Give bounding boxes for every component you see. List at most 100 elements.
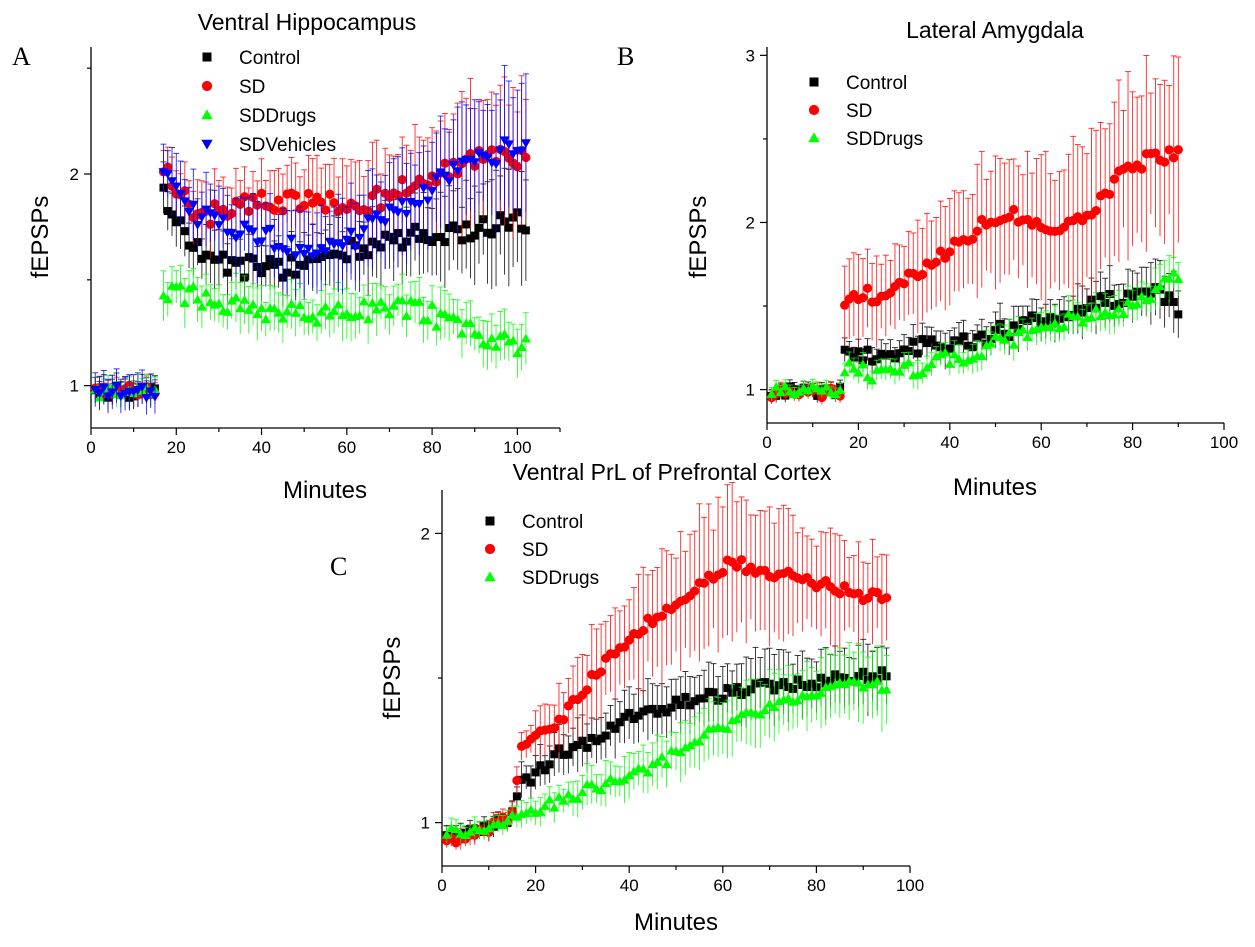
panel-a-data-point [294, 300, 305, 310]
panel-b-data-point [968, 234, 978, 244]
panel-b-data-point [927, 335, 936, 344]
panel-a-data-point [137, 383, 148, 392]
panel-b-data-point [844, 357, 855, 367]
panel-a-data-point [325, 189, 335, 199]
panel-a-data-point [107, 388, 118, 398]
panel-a-data-point [486, 333, 497, 343]
panel-a-data-point [247, 227, 259, 237]
panel-b-data-point [903, 357, 914, 367]
panel-b-data-point [894, 366, 905, 376]
panel-c-data-point [596, 785, 607, 795]
panel-b-data-point [1160, 297, 1169, 306]
panel-c-data-point [811, 690, 822, 700]
panel-c-data-point [662, 708, 671, 717]
panel-a-data-point [520, 333, 531, 343]
panel-b-x-tick-label: 40 [940, 433, 959, 452]
panel-c-legend-label: SDDrugs [522, 568, 599, 589]
panel-a-data-point [465, 155, 476, 165]
panel-c-data-point [736, 555, 747, 565]
panel-a-data-point [184, 208, 195, 217]
panel-a-data-point [354, 310, 365, 320]
panel-a-data-point [341, 308, 352, 318]
panel-c-data-point [545, 760, 554, 769]
panel-c-data-point [483, 823, 494, 833]
panel-a-data-point [188, 281, 199, 291]
panel-b-data-point [1164, 145, 1174, 155]
panel-c-data-point [656, 751, 667, 761]
panel-c-data-point [863, 593, 873, 603]
panel-a-data-point [256, 303, 267, 313]
panel-a-data-point [328, 306, 340, 315]
panel-c-data-point [675, 747, 686, 757]
panel-b-data-point [1096, 292, 1105, 301]
panel-c-data-point [512, 775, 522, 786]
panel-a-data-point [516, 146, 527, 156]
panel-b-data-point [972, 226, 982, 236]
panel-b-y-tick-label: 1 [746, 381, 755, 400]
panel-a-data-point [243, 305, 254, 314]
panel-c-data-point [657, 704, 666, 713]
panel-a-data-point [172, 218, 181, 227]
panel-b-x-tick-label: 60 [1032, 433, 1051, 452]
panel-a-data-point [367, 215, 378, 224]
panel-a-data-point [520, 139, 531, 149]
panel-b-data-point [1077, 317, 1088, 327]
panel-c-x-tick-label: 80 [807, 876, 826, 895]
panel-c-data-point [572, 794, 583, 803]
panel-b-data-point [1168, 267, 1179, 277]
panel-a-data-point [320, 247, 331, 257]
panel-c-data-point [853, 588, 864, 598]
panel-c-data-point [539, 801, 550, 810]
panel-b-data-point [1159, 157, 1170, 167]
panel-b-letter: B [617, 42, 634, 71]
panel-a-data-point [291, 190, 301, 201]
panel-b-legend-marker [809, 77, 819, 87]
panel-a-data-point [171, 182, 182, 192]
panel-a-data-point [375, 296, 386, 306]
panel-a-data-point [202, 250, 211, 259]
panel-a-legend-label: Control [239, 48, 300, 69]
panel-a-data-point [197, 254, 206, 263]
panel-c-data-point [699, 729, 710, 739]
panel-c-data-point [512, 792, 521, 801]
panel-a-data-point [367, 297, 378, 307]
panel-c-data-point [783, 693, 794, 703]
panel-a-data-point [320, 205, 331, 215]
panel-a-data-point [363, 314, 374, 324]
panel-a-data-point [456, 328, 467, 338]
panel-b-data-point [895, 349, 904, 358]
panel-a-legend-marker [201, 139, 213, 150]
panel-c-legend-marker [484, 571, 496, 582]
panel-a-data-point [499, 329, 510, 339]
panel-c-data-point [755, 709, 766, 719]
panel-a-data-point [209, 211, 220, 221]
panel-b-data-point [976, 351, 987, 361]
panel-a-data-point [192, 294, 203, 304]
panel-b-data-point [1154, 281, 1166, 290]
panel-a-data-point [179, 197, 190, 207]
panel-b-chart: Lateral Amygdala B 0 20 40 60 80 100 1 2 3 Minutes f… [617, 17, 1238, 501]
panel-b-series-sd [766, 55, 1183, 405]
panel-b-data-point [1072, 311, 1083, 321]
panel-a-data-point [324, 237, 335, 247]
panel-b-data-point [780, 381, 791, 391]
panel-c-data-point [680, 742, 691, 752]
panel-c-data-point [536, 761, 545, 770]
panel-a-data-point [397, 295, 408, 305]
panel-a-data-point [479, 215, 488, 224]
panel-c-data-point [583, 743, 592, 752]
panel-a-data-point [462, 220, 471, 229]
panel-c-data-point [816, 688, 827, 697]
panel-a-data-point [303, 244, 314, 254]
panel-c-data-point [699, 578, 709, 588]
panel-c-x-tick-label: 60 [713, 876, 732, 895]
panel-a-data-point [256, 237, 267, 247]
panel-b-data-point [1109, 174, 1119, 184]
panel-b-data-point [849, 353, 858, 362]
panel-a-data-point [149, 392, 160, 402]
panel-a-x-tick-label: 60 [337, 438, 356, 457]
panel-a-data-point [504, 223, 513, 232]
panel-c-data-point [732, 562, 742, 572]
panel-b-data-point [881, 351, 890, 360]
panel-c-data-point [620, 712, 629, 721]
